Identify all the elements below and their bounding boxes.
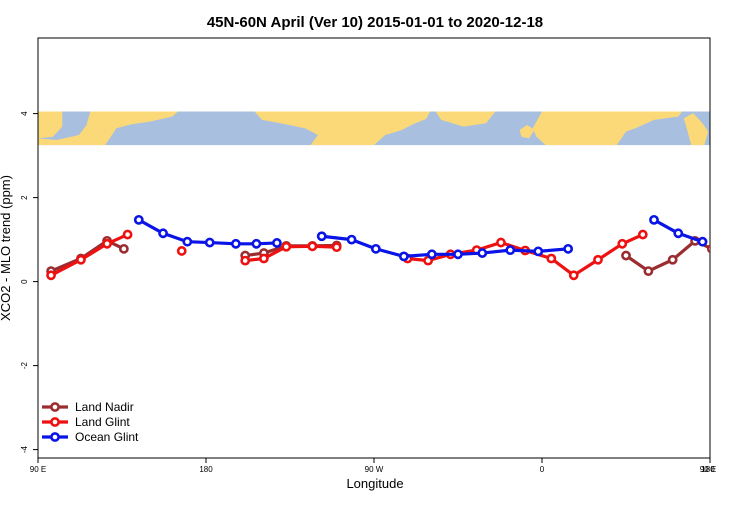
data-point — [617, 238, 628, 249]
data-point — [453, 249, 463, 260]
y-tick-label: -2 — [20, 361, 29, 369]
series-land-nadir — [46, 235, 710, 276]
data-point — [251, 238, 262, 249]
map-land — [254, 111, 430, 146]
data-point — [46, 270, 56, 281]
data-point — [477, 248, 488, 258]
data-point — [697, 236, 708, 247]
legend-marker — [50, 417, 60, 427]
data-point — [230, 238, 241, 249]
series-ocean-glint — [133, 214, 708, 262]
data-point — [122, 229, 133, 240]
legend-marker — [50, 402, 60, 412]
legend-marker — [50, 432, 60, 442]
data-point — [346, 234, 357, 245]
y-tick-label: 2 — [20, 195, 29, 200]
data-point — [621, 250, 631, 261]
y-tick-label: 0 — [20, 279, 29, 284]
y-tick-label: 4 — [20, 111, 29, 116]
data-point — [496, 237, 506, 248]
map-land — [598, 111, 682, 146]
x-tick-label: 180 — [701, 465, 715, 474]
data-point — [370, 243, 381, 254]
data-point — [240, 255, 251, 266]
map-land — [683, 113, 709, 146]
map-land — [435, 111, 496, 127]
map-land — [532, 111, 598, 146]
x-tick-label: 90 E — [30, 465, 46, 474]
data-point — [331, 242, 342, 253]
legend-label: Land Nadir — [75, 400, 134, 414]
data-point — [505, 245, 516, 255]
map-land — [519, 124, 535, 139]
data-point — [176, 246, 187, 256]
data-point — [533, 246, 544, 257]
data-point — [316, 231, 327, 242]
data-point — [673, 228, 684, 239]
data-point — [706, 244, 710, 254]
series-line — [321, 234, 569, 258]
data-point — [637, 229, 648, 240]
map-land — [710, 112, 729, 146]
data-point — [182, 236, 193, 247]
data-point — [546, 253, 557, 264]
map-land — [38, 111, 178, 146]
data-point — [649, 214, 659, 225]
data-point — [426, 249, 437, 260]
x-tick-label: 90 E — [700, 465, 716, 474]
data-point — [593, 254, 603, 265]
data-point — [563, 243, 574, 254]
x-tick-label: 90 W — [365, 465, 384, 474]
x-tick-label: 180 — [199, 465, 213, 474]
x-tick-label: 0 — [540, 465, 545, 474]
x-axis-label: Longitude — [346, 476, 403, 491]
data-point — [307, 241, 318, 252]
series-line — [50, 239, 125, 273]
series-layer — [46, 214, 710, 281]
data-point — [76, 254, 86, 265]
data-point — [398, 251, 409, 262]
data-point — [568, 270, 579, 281]
data-point — [204, 237, 215, 248]
data-point — [272, 238, 282, 248]
legend-label: Land Glint — [75, 415, 130, 429]
series-line — [50, 233, 129, 277]
map-land — [38, 111, 63, 139]
data-point — [643, 266, 654, 276]
data-point — [258, 253, 269, 264]
y-tick-label: -4 — [20, 445, 29, 453]
chart-title: 45N-60N April (Ver 10) 2015-01-01 to 202… — [207, 14, 543, 31]
legend-label: Ocean Glint — [75, 430, 139, 444]
data-point — [158, 228, 168, 239]
data-point — [118, 243, 129, 254]
data-point — [281, 241, 292, 252]
series-line — [625, 239, 710, 273]
world-map-band — [38, 111, 729, 146]
data-point — [102, 238, 112, 249]
data-point — [667, 254, 678, 265]
data-point — [133, 214, 144, 225]
y-axis-label: XCO2 - MLO trend (ppm) — [0, 175, 13, 321]
